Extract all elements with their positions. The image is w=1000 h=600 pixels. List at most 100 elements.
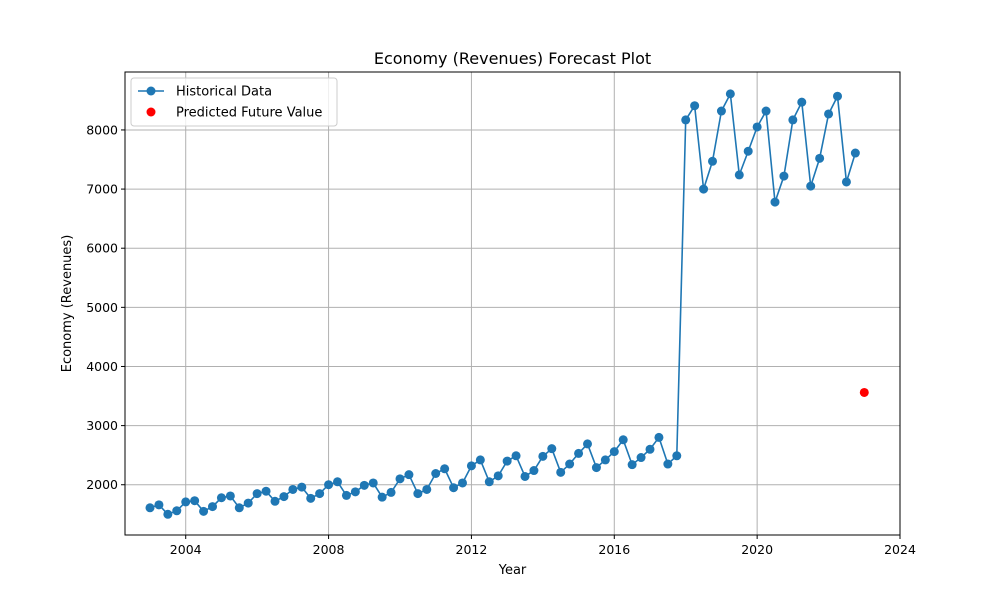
historical-data-point	[208, 502, 217, 512]
legend-historical-marker	[146, 86, 156, 96]
historical-data-point	[243, 498, 253, 508]
historical-data-point	[815, 153, 825, 163]
historical-data-point	[404, 470, 414, 480]
historical-data-point	[395, 474, 405, 484]
historical-data-point	[333, 477, 342, 487]
x-tick-label: 2016	[598, 542, 630, 557]
historical-data-point	[458, 478, 467, 488]
plot-frame	[124, 71, 901, 536]
historical-data-point	[600, 455, 610, 465]
historical-data-point	[449, 483, 459, 493]
historical-data-point	[466, 461, 476, 471]
historical-data-point	[315, 489, 325, 499]
historical-data-point	[636, 453, 646, 463]
historical-data-point	[234, 503, 244, 513]
historical-data-point	[538, 451, 548, 461]
historical-data-point	[502, 456, 512, 466]
historical-data-point	[511, 451, 521, 461]
y-tick-label: 2000	[86, 477, 118, 492]
historical-data-point	[368, 478, 378, 488]
historical-data-point	[850, 148, 860, 158]
historical-data-point	[824, 109, 834, 119]
historical-data-point	[484, 477, 494, 487]
historical-data-point	[761, 106, 771, 116]
historical-data-point	[788, 115, 798, 125]
historical-data-point	[350, 487, 360, 497]
historical-data-point	[591, 463, 601, 473]
historical-data-point	[216, 493, 226, 503]
historical-data-point	[493, 471, 503, 481]
historical-data-point	[797, 97, 807, 107]
historical-data-point	[583, 439, 592, 449]
historical-data-point	[556, 467, 566, 477]
historical-data-line	[149, 93, 857, 516]
historical-data-point	[841, 177, 851, 187]
historical-data-point	[663, 459, 673, 469]
historical-data-point	[654, 432, 664, 442]
historical-data-point	[324, 480, 334, 490]
historical-data-point	[279, 492, 289, 502]
historical-data-point	[645, 444, 655, 454]
historical-data-point	[779, 171, 789, 181]
historical-data-point	[377, 492, 387, 502]
grid-lines	[125, 72, 900, 535]
historical-data-point	[833, 91, 842, 101]
historical-data-point	[306, 493, 316, 503]
historical-data-point	[145, 503, 155, 513]
historical-data-point	[574, 448, 584, 458]
historical-data-point	[297, 482, 307, 492]
predicted-value-point	[859, 387, 869, 397]
x-tick-label: 2012	[456, 542, 488, 557]
historical-data-point	[725, 89, 735, 99]
historical-data-point	[288, 484, 298, 494]
historical-data-point	[734, 170, 744, 180]
historical-data-point	[627, 460, 637, 470]
historical-data-point	[475, 455, 485, 465]
y-tick-label: 5000	[86, 300, 118, 315]
x-tick-label: 2024	[884, 542, 916, 557]
y-axis-label: Economy (Revenues)	[60, 235, 75, 373]
historical-data-point	[743, 146, 753, 156]
historical-data-point	[699, 184, 709, 194]
historical-data-point	[252, 489, 262, 499]
legend: Historical Data Predicted Future Value	[130, 77, 338, 127]
historical-data-point	[181, 497, 191, 507]
historical-data-point	[440, 464, 450, 474]
historical-data-point	[547, 444, 557, 454]
historical-data-point	[681, 115, 691, 125]
legend-predicted-label: Predicted Future Value	[176, 106, 322, 121]
historical-data-point	[618, 435, 628, 445]
historical-data-point	[431, 469, 441, 479]
historical-data-point	[520, 471, 530, 481]
y-tick-label: 6000	[86, 241, 118, 256]
historical-data-point	[199, 506, 209, 516]
historical-data-point	[565, 459, 575, 469]
historical-data-point	[172, 506, 182, 516]
historical-data-point	[752, 122, 762, 132]
historical-data-point	[609, 447, 619, 457]
y-tick-label: 4000	[86, 359, 118, 374]
historical-data-point	[806, 181, 816, 191]
historical-data-point	[190, 496, 200, 506]
historical-data-point	[261, 486, 271, 496]
historical-data-point	[413, 489, 423, 499]
x-axis-label: Year	[498, 563, 527, 578]
legend-predicted-marker	[146, 107, 156, 117]
legend-box	[130, 77, 338, 127]
historical-data-point	[225, 491, 235, 501]
historical-data-point	[708, 156, 717, 166]
legend-historical-label: Historical Data	[176, 85, 272, 100]
x-axis-ticks: 2004 2008 2012 2016 2020 2024	[170, 535, 916, 557]
plot-series	[145, 89, 869, 519]
historical-data-point	[770, 197, 780, 207]
historical-data-point	[386, 487, 396, 497]
historical-data-point	[341, 490, 351, 500]
x-tick-label: 2008	[313, 542, 345, 557]
historical-data-point	[690, 101, 700, 111]
y-tick-label: 8000	[86, 122, 118, 137]
x-tick-label: 2004	[170, 542, 202, 557]
historical-data-point	[270, 496, 280, 506]
x-tick-label: 2020	[741, 542, 773, 557]
historical-data-point	[163, 509, 173, 519]
